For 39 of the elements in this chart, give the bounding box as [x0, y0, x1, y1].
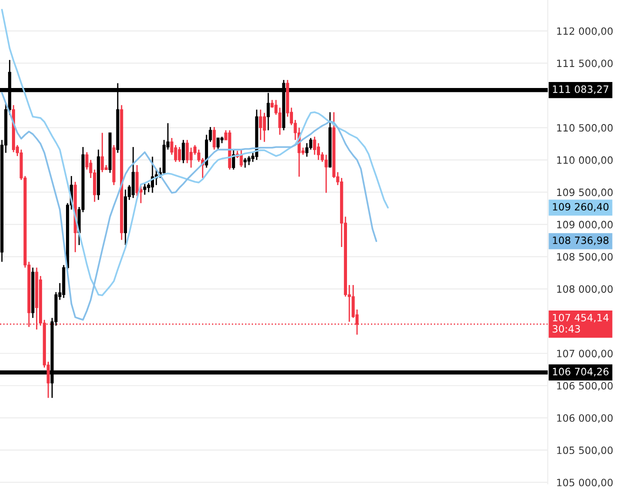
candlestick [240, 148, 243, 168]
candlestick [259, 109, 262, 141]
text: 109 260,40 [552, 202, 608, 212]
candlestick [186, 139, 189, 164]
candlestick [178, 146, 182, 162]
ref-line-label: 107 454,14 30:43 [552, 314, 609, 333]
candlestick [212, 126, 216, 150]
y-tick-label: 110 000,00 [557, 156, 613, 165]
candlestick [132, 146, 135, 199]
y-tick-label: 108 500,00 [557, 253, 613, 262]
y-tick-label: 105 000,00 [557, 478, 613, 488]
y-tick-label: 112 000,00 [557, 27, 613, 36]
y-tick-label: 106 000,00 [557, 414, 613, 423]
candlestick [313, 136, 316, 156]
y-tick-label: 109 500,00 [557, 188, 613, 198]
text: 108 736,98 [552, 236, 608, 246]
candlestick [143, 183, 146, 196]
y-tick-label: 106 500,00 [557, 382, 613, 391]
candlestick [316, 142, 320, 161]
y-tick-label: 110 500,00 [557, 124, 613, 133]
candlestick [100, 132, 104, 173]
line-series [1, 92, 378, 321]
candlestick [216, 137, 220, 150]
ref-line-label: 106 704,26 [552, 368, 609, 376]
candlestick [182, 139, 185, 164]
line-series [1, 8, 389, 296]
y-tick-label: 108 000,00 [557, 285, 613, 294]
candlestick [190, 147, 193, 168]
y-tick-label: 111 500,00 [557, 60, 613, 68]
candlestick [324, 154, 328, 194]
candlestick [262, 112, 266, 142]
candlestick [278, 107, 282, 136]
candlestick [247, 155, 251, 166]
candlestick [135, 164, 139, 197]
candlestick [244, 157, 247, 168]
y-tick-label: 109 000,00 [557, 220, 613, 230]
ref-line-label: 111 083,27 [552, 85, 608, 94]
y-tick-label: 107 000,00 [557, 350, 613, 358]
y-tick-label: 105 500,00 [557, 446, 613, 456]
